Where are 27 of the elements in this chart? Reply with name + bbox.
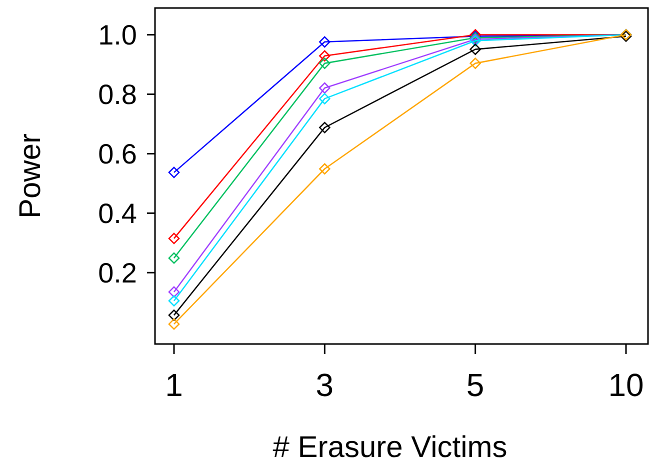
y-tick-label: 0.4 bbox=[98, 198, 137, 229]
y-tick-label: 1.0 bbox=[98, 20, 137, 51]
y-tick-label: 0.8 bbox=[98, 79, 137, 110]
point bbox=[319, 163, 330, 175]
y-tick-label: 0.2 bbox=[98, 257, 137, 288]
x-tick-label: 5 bbox=[466, 367, 484, 403]
point bbox=[168, 310, 180, 321]
point bbox=[319, 58, 330, 69]
point bbox=[319, 50, 330, 62]
point bbox=[168, 252, 180, 264]
x-tick-label: 1 bbox=[165, 367, 183, 403]
y-axis-title: Power bbox=[14, 133, 47, 219]
x-tick-label: 3 bbox=[316, 367, 334, 403]
point bbox=[168, 286, 180, 298]
point bbox=[319, 122, 330, 134]
point bbox=[319, 82, 330, 94]
x-axis-title: # Erasure Victims bbox=[272, 431, 508, 464]
point bbox=[319, 93, 330, 104]
point bbox=[168, 295, 180, 307]
x-tick-label: 10 bbox=[608, 367, 644, 403]
point bbox=[168, 232, 180, 244]
point bbox=[319, 36, 330, 48]
point bbox=[168, 318, 180, 330]
y-tick-label: 0.6 bbox=[98, 138, 137, 170]
point bbox=[470, 44, 481, 55]
point bbox=[470, 58, 481, 69]
point bbox=[168, 166, 180, 178]
